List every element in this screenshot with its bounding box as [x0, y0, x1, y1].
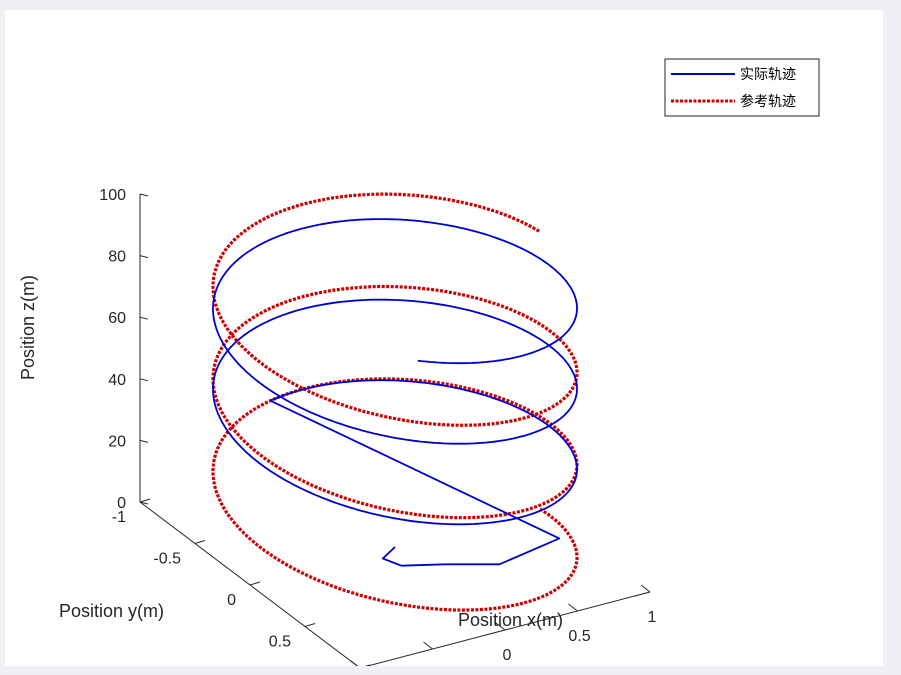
z-tick-mark	[139, 439, 149, 443]
legend-box	[664, 58, 820, 117]
y-tick-label: -0.5	[153, 551, 181, 568]
z-tick-mark	[139, 501, 149, 505]
y-tick-label: -1	[112, 509, 126, 526]
series-layer	[211, 192, 579, 612]
series-actual-line	[212, 218, 578, 567]
plot-3d: -1-0.500.51-1-0.500.51020406080100 Posit…	[18, 58, 820, 666]
z-tick-label: 0	[117, 495, 126, 512]
x-tick-label: 1	[648, 609, 657, 626]
z-tick-mark	[139, 255, 149, 259]
z-axis-label: Position z(m)	[18, 275, 38, 380]
axes-layer	[139, 193, 651, 666]
z-tick-label: 20	[108, 433, 126, 450]
x-tick-mark	[423, 641, 433, 650]
x-axis-label: Position x(m)	[458, 610, 563, 630]
z-tick-mark	[139, 316, 149, 320]
z-tick-label: 80	[108, 249, 126, 266]
ticks-layer: -1-0.500.51-1-0.500.51020406080100	[99, 187, 657, 664]
y-tick-mark	[364, 664, 371, 666]
y-tick-label: 0	[227, 592, 236, 609]
x-tick-label: 0	[503, 647, 512, 664]
z-tick-mark	[139, 378, 149, 382]
legend: 实际轨迹 参考轨迹	[664, 58, 820, 117]
z-tick-label: 100	[99, 187, 126, 204]
legend-label-actual: 实际轨迹	[740, 67, 796, 83]
x-tick-mark	[495, 622, 506, 631]
z-tick-label: 60	[108, 310, 126, 327]
series-reference-line	[211, 192, 579, 612]
y-tick-mark	[249, 581, 261, 586]
y-tick-mark	[194, 540, 206, 544]
z-tick-label: 40	[108, 372, 126, 389]
z-tick-mark	[139, 193, 149, 197]
x-tick-label: 0.5	[568, 628, 590, 645]
legend-label-reference: 参考轨迹	[740, 93, 796, 110]
y-tick-mark	[304, 623, 316, 627]
y-axis-label: Position y(m)	[59, 601, 164, 621]
y-tick-label: 0.5	[269, 634, 291, 651]
figure-canvas: -1-0.500.51-1-0.500.51020406080100 Posit…	[5, 10, 883, 666]
y-tick-mark	[139, 498, 151, 503]
x-tick-mark	[568, 603, 578, 612]
x-tick-mark	[350, 660, 359, 666]
x-tick-mark	[640, 584, 651, 593]
